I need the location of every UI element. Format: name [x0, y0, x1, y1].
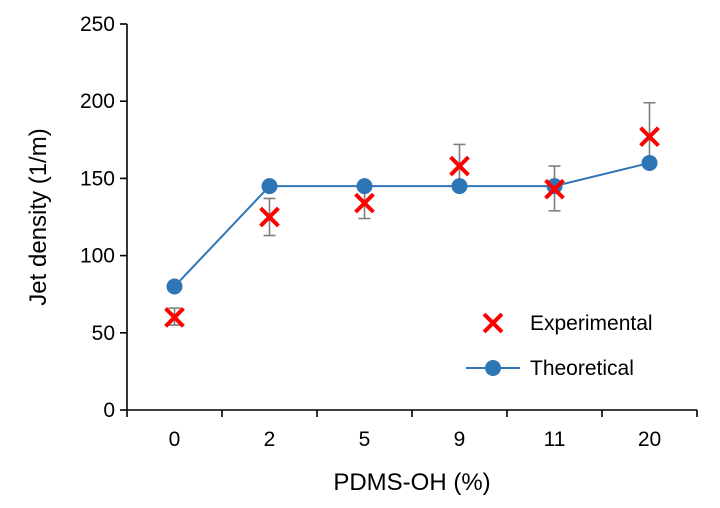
- legend-experimental-marker: [482, 312, 504, 334]
- experimental-point: [639, 126, 660, 148]
- error-bars: [168, 101, 656, 326]
- x-marker-stroke: [164, 307, 185, 328]
- x-tick-label: 0: [169, 428, 181, 451]
- x-ticks: 0 2 5 9 11 20: [126, 410, 698, 451]
- experimental-point: [354, 192, 375, 214]
- x-tick-label: 20: [638, 428, 661, 451]
- y-tick-label: 100: [80, 245, 115, 268]
- x-tick-label: 2: [264, 428, 276, 451]
- theoretical-point: [546, 178, 563, 195]
- theoretical-series: [166, 154, 658, 295]
- y-tick-label: 250: [80, 13, 115, 36]
- experimental-point: [164, 307, 185, 328]
- legend-theoretical-dot: [485, 360, 501, 376]
- theoretical-point: [261, 178, 278, 195]
- legend-theoretical-label: Theoretical: [530, 357, 634, 380]
- legend: Experimental Theoretical: [466, 312, 653, 380]
- axes: [126, 24, 697, 411]
- x-tick-label: 11: [544, 428, 566, 451]
- experimental-point: [449, 155, 470, 177]
- experimental-point: [259, 206, 280, 228]
- y-axis-title: Jet density (1/m): [25, 128, 52, 305]
- x-axis-title: PDMS-OH (%): [333, 469, 490, 496]
- x-marker-stroke: [259, 206, 280, 228]
- experimental-point: [544, 178, 565, 200]
- theoretical-point: [356, 178, 373, 195]
- x-marker-stroke: [482, 312, 504, 334]
- x-marker-stroke: [544, 178, 565, 200]
- x-marker-stroke: [449, 155, 470, 177]
- y-tick-label: 150: [80, 167, 115, 190]
- legend-theoretical-marker: [466, 360, 520, 376]
- y-tick-label: 50: [92, 322, 115, 345]
- x-tick-label: 5: [359, 428, 371, 451]
- experimental-series: [164, 126, 660, 328]
- legend-experimental-x: [482, 312, 504, 334]
- x-marker-stroke: [354, 192, 375, 214]
- y-ticks: 0 50 100 150 200 250: [80, 13, 127, 422]
- theoretical-point: [451, 178, 468, 195]
- legend-experimental-label: Experimental: [530, 312, 653, 335]
- theoretical-line: [173, 161, 650, 288]
- theoretical-point: [641, 154, 658, 171]
- y-tick-label: 200: [80, 90, 115, 113]
- theoretical-point: [166, 278, 183, 295]
- x-marker-stroke: [639, 126, 660, 148]
- y-tick-label: 0: [103, 399, 115, 422]
- x-tick-label: 9: [454, 428, 466, 451]
